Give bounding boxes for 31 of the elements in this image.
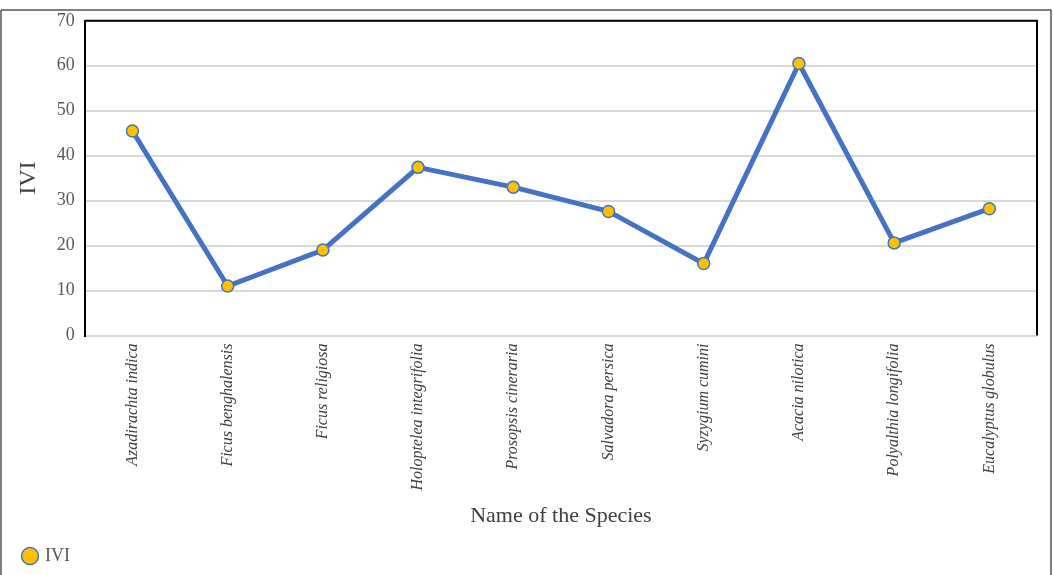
y-tick-label: 60 xyxy=(56,54,75,75)
y-tick-label: 70 xyxy=(56,9,75,30)
point xyxy=(125,124,140,138)
point xyxy=(982,201,997,216)
y-tick-label: 0 xyxy=(65,324,75,345)
point xyxy=(220,279,235,293)
x-tick-label: Azadirachta indica xyxy=(122,343,140,467)
legend-label: IVI xyxy=(45,544,70,565)
y-axis-title: IVI xyxy=(13,161,40,195)
point xyxy=(887,236,901,250)
point xyxy=(411,160,425,175)
x-tick-label: Syzygium cumini xyxy=(693,343,712,452)
x-tick-label: Acacia nilotica xyxy=(789,343,807,442)
point xyxy=(506,180,521,194)
point xyxy=(601,204,616,219)
x-tick-label: Polyalthia longifolia xyxy=(884,343,903,478)
y-tick-label: 30 xyxy=(56,189,75,210)
x-tick-label: Ficus religiosa xyxy=(313,343,332,441)
y-tick-label: 20 xyxy=(56,234,75,255)
x-tick-label: Holoptelea integrifolia xyxy=(408,343,427,492)
x-tick-label: Prosopsis cineraria xyxy=(503,343,522,471)
point xyxy=(792,56,806,71)
x-tick-label: Ficus benghalensis xyxy=(217,343,236,468)
x-tick-label: Salvadora persica xyxy=(598,343,617,461)
point xyxy=(316,243,330,257)
y-tick-label: 40 xyxy=(56,144,75,165)
x-axis-title: Name of the Species xyxy=(470,501,652,527)
x-tick-label: Eucalyptus globulus xyxy=(979,343,998,475)
y-tick-label: 10 xyxy=(56,279,75,300)
y-tick-label: 50 xyxy=(56,99,75,120)
point xyxy=(696,256,711,271)
